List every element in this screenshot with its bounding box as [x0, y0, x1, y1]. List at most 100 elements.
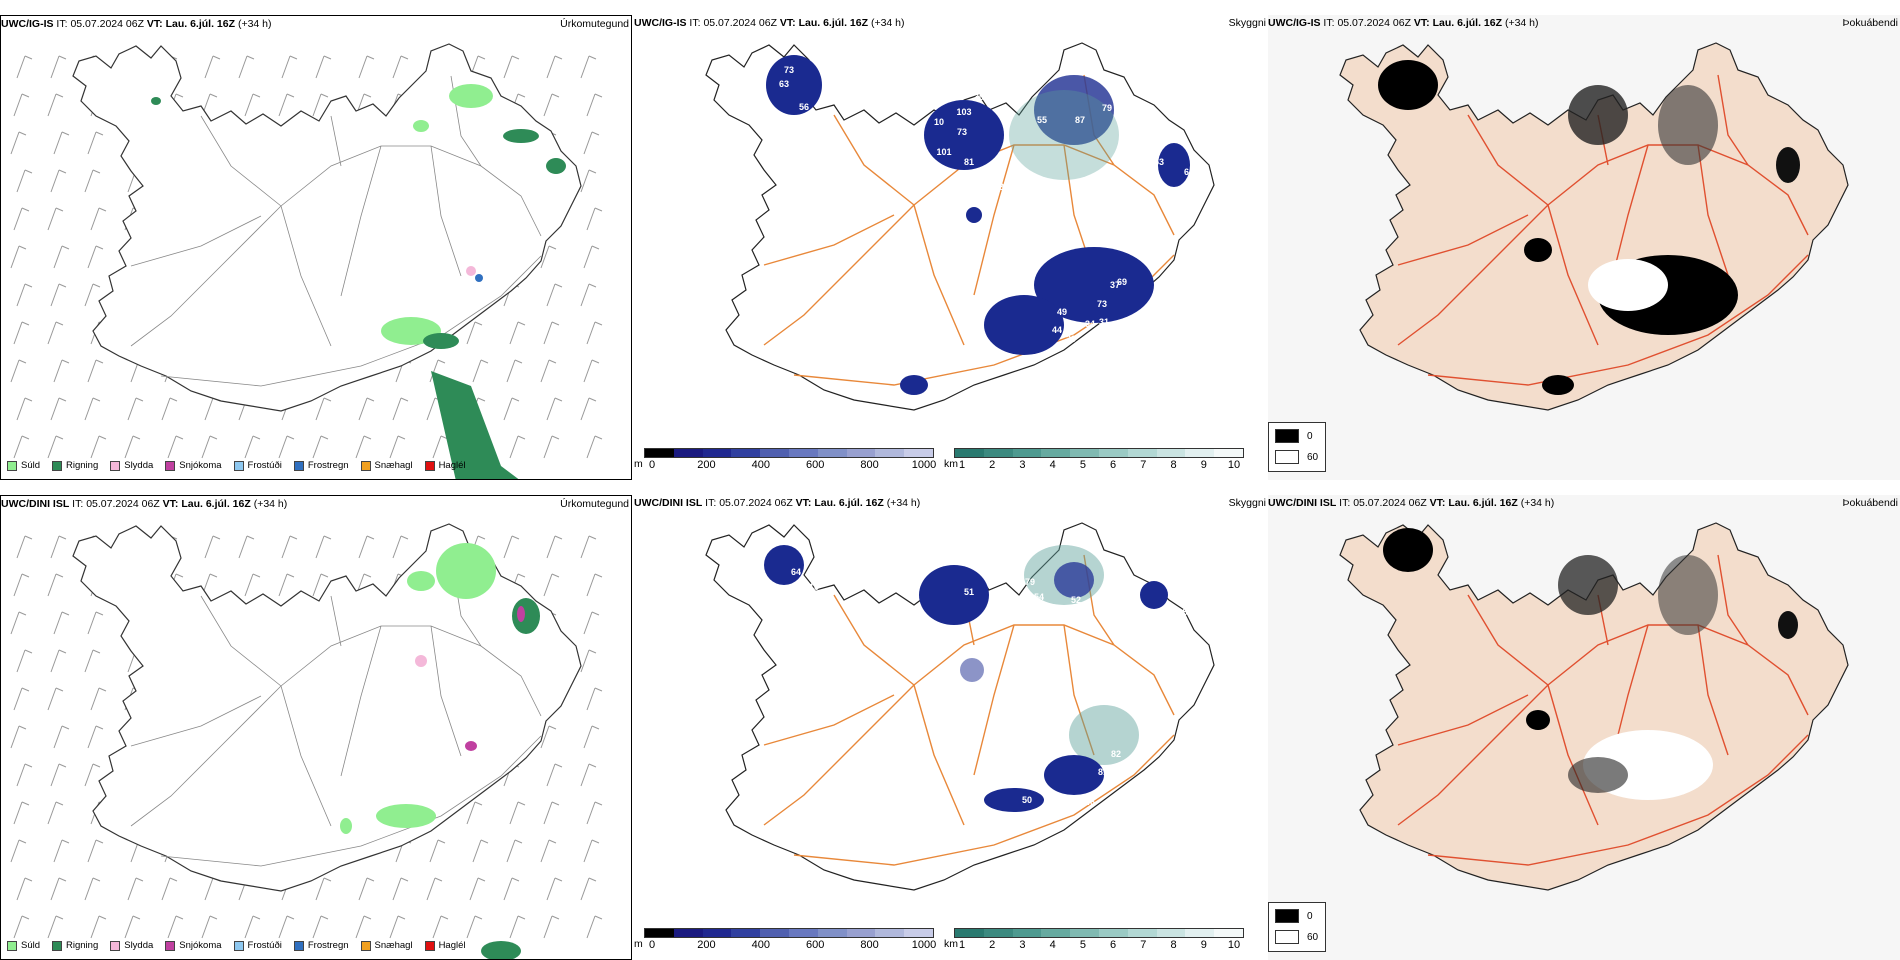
colorbar-tick: 1 [958, 459, 966, 471]
cloud-base-value: 44 [1052, 325, 1062, 335]
colorbar-tick: 1000 [911, 459, 937, 471]
cloud-base-value: 87 [1075, 115, 1085, 125]
colorbar-tick: 0 [648, 939, 656, 951]
panel-title: Skyggni [1228, 497, 1266, 509]
colorbar-tick: 9 [1200, 939, 1207, 951]
colorbar-tick: 0 [648, 459, 656, 471]
colorbar-tick: 3 [1019, 939, 1026, 951]
cloud-base-value: 103 [956, 107, 971, 117]
colorbar-segment [846, 929, 876, 937]
colorbar-segment [788, 929, 818, 937]
colorbar-tick: 5 [1079, 939, 1086, 951]
legend-swatch [110, 940, 121, 951]
fog-map-bottom [1268, 495, 1900, 960]
legend-item: Snæhagl [360, 940, 413, 951]
colorbar-tick: 6 [1110, 939, 1117, 951]
cloud-base-value: 39 [1066, 334, 1076, 344]
colorbar-segment [788, 449, 818, 457]
legend-item: Snæhagl [360, 460, 413, 471]
colorbar-segment [1214, 929, 1243, 937]
legend-swatch [52, 940, 63, 951]
legend-label: Súld [21, 940, 41, 951]
precip-type-panel-bottom: UWC/DINI ISL IT: 05.07.2024 06Z VT: Lau.… [0, 495, 632, 960]
colorbar-segment [1156, 929, 1186, 937]
colorbar-segment [673, 929, 703, 937]
legend-item: Rigning [52, 940, 98, 951]
legend-label: Haglél [438, 460, 466, 471]
road-network [1397, 554, 1809, 866]
iceland-coastline [72, 523, 582, 892]
legend-label: Súld [21, 460, 41, 471]
colorbar-tick: 8 [1170, 459, 1177, 471]
colorbar-unit: km [944, 458, 958, 470]
legend-label: Rigning [66, 940, 99, 951]
legend-item: Rigning [52, 460, 98, 471]
colorbar-segment [1098, 449, 1128, 457]
legend-item: Snjókoma [165, 940, 222, 951]
colorbar-tick: 8 [1170, 939, 1177, 951]
legend-item: Frostúði [233, 940, 282, 951]
cloud-base-value: 76 [959, 227, 969, 237]
cloud-base-value: 37 [1110, 280, 1120, 290]
fog-legend-white: 60 [1275, 930, 1318, 944]
colorbar-segment [702, 929, 732, 937]
precip-map-bottom [10, 523, 603, 959]
fog-legend: 0 60 [1268, 422, 1326, 472]
visibility-colorbar: km 1 2 3 4 5 6 7 8 9 10 [944, 448, 1254, 476]
precip-type-panel-top: UWC/IG-IS IT: 05.07.2024 06Z VT: Lau. 6.… [0, 15, 632, 480]
fog-map-top [1268, 15, 1900, 480]
colorbar-tick: 800 [860, 939, 879, 951]
precip-areas [151, 84, 566, 479]
colorbar-tick: 5 [1079, 459, 1086, 471]
cloud-base-value: 52 [1071, 595, 1081, 605]
colorbar-segment [817, 449, 847, 457]
colorbar-segment [1156, 449, 1186, 457]
colorbar-tick: 200 [697, 459, 716, 471]
panel-title: Þokuábendi [1842, 497, 1898, 509]
cloud-base-value: 56 [799, 102, 809, 112]
panel-title: Úrkomutegund [560, 18, 629, 30]
legend-label: Frostregn [307, 940, 349, 951]
cloud-base-value: 55 [1037, 115, 1047, 125]
colorbar-segment [1185, 929, 1215, 937]
visibility-colorbar: km 1 2 3 4 5 6 7 8 9 10 [944, 928, 1254, 956]
colorbar-tick: 3 [1019, 459, 1026, 471]
cloud-base-value: 51 [964, 587, 974, 597]
cloud-base-value: 96 [1121, 589, 1131, 599]
colorbar-strip [644, 448, 934, 458]
cloud-base-value: 69 [1169, 127, 1179, 137]
cloud-base-value: 63 [779, 79, 789, 89]
precip-areas [340, 543, 540, 959]
cloud-base-value: 82 [1111, 749, 1121, 759]
precip-legend: Súld Rigning Slydda Snjókoma Frostúði Frostre… [7, 940, 466, 951]
cloud-base-value: 37 [1052, 793, 1062, 803]
legend-swatch [360, 940, 371, 951]
legend-swatch [360, 460, 371, 471]
colorbar-segment [760, 929, 789, 937]
colorbar-segment [955, 449, 984, 457]
colorbar-strip [954, 928, 1244, 938]
cloud-base-value: 81 [1098, 767, 1108, 777]
precip-legend: Súld Rigning Slydda Snjókoma Frostúði Frostre… [7, 460, 466, 471]
colorbar-segment [955, 929, 984, 937]
colorbar-segment [1127, 929, 1157, 937]
colorbar-tick: 200 [697, 939, 716, 951]
colorbar-tick: 9 [1200, 459, 1207, 471]
colorbar-segment [904, 449, 933, 457]
colorbar-tick: 4 [1049, 459, 1056, 471]
cloud-base-value: 46 [1085, 797, 1095, 807]
cloud-base-value: 34 [1085, 319, 1095, 329]
colorbar-segment [846, 449, 876, 457]
cloud-base-value: 50 [1022, 795, 1032, 805]
legend-label: Frostúði [247, 940, 282, 951]
cloud-base-value: 49 [1057, 307, 1067, 317]
panel-header: UWC/IG-IS IT: 05.07.2024 06Z VT: Lau. 6.… [1, 18, 272, 30]
fog-panel-bottom: UWC/DINI ISL IT: 05.07.2024 06Z VT: Lau.… [1268, 495, 1900, 960]
legend-label: Slydda [124, 460, 154, 471]
legend-swatch [165, 460, 176, 471]
cloud-base-value: 64 [791, 567, 801, 577]
colorbar-segment [817, 929, 847, 937]
cloud-base-value: 90 [1047, 649, 1057, 659]
fog-areas [1378, 60, 1800, 395]
